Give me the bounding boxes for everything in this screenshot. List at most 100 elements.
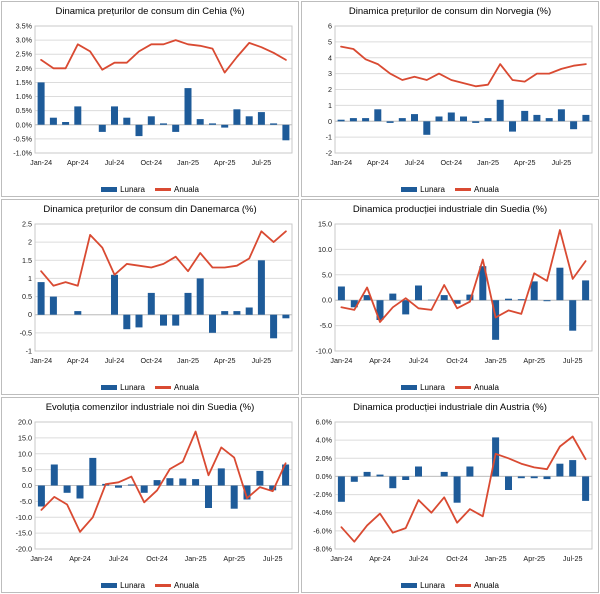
chart-canvas-suedia-comenzi: 20.015.010.05.00.0-5.0-10.0-15.0-20.0Jan… xyxy=(16,418,293,563)
svg-text:10.0: 10.0 xyxy=(318,245,332,254)
legend-label-anuala: Anuala xyxy=(474,581,499,590)
svg-text:Apr-24: Apr-24 xyxy=(67,356,89,365)
svg-text:Jul-24: Jul-24 xyxy=(405,158,425,167)
svg-text:Jan-24: Jan-24 xyxy=(30,356,52,365)
cell-austria: Dinamica producției industriale din Aust… xyxy=(300,396,600,594)
cell-norvegia: Dinamica prețurilor de consum din Norveg… xyxy=(300,0,600,198)
svg-text:Jan-25: Jan-25 xyxy=(477,158,499,167)
chart-canvas-cehia: 3.5% 3.0% 2.5% 2.0% 1.5% 1.0% 0.5% 0.0% -0.5% -1.… xyxy=(13,22,293,167)
chart-panel-danemarca: Dinamica prețurilor de consum din Danema… xyxy=(1,199,299,395)
svg-text:3.0%: 3.0% xyxy=(16,36,33,45)
chart-legend-suedia-comenzi: Lunara Anuala xyxy=(2,581,298,590)
anuala-line-swatch-icon xyxy=(455,386,471,389)
svg-text:Jan-25: Jan-25 xyxy=(485,554,507,563)
chart-legend-cehia: Lunara Anuala xyxy=(2,185,298,194)
svg-text:1: 1 xyxy=(328,101,332,110)
svg-text:0: 0 xyxy=(28,310,32,319)
legend-label-anuala: Anuala xyxy=(174,581,199,590)
svg-text:-5.0: -5.0 xyxy=(320,321,332,330)
svg-text:1: 1 xyxy=(28,274,32,283)
svg-text:Jan-24: Jan-24 xyxy=(30,158,52,167)
svg-text:-1.0%: -1.0% xyxy=(13,149,32,158)
svg-text:-4.0%: -4.0% xyxy=(313,508,332,517)
svg-text:Jul-25: Jul-25 xyxy=(563,356,583,365)
anuala-line-swatch-icon xyxy=(455,188,471,191)
legend-label-lunara: Lunara xyxy=(420,383,445,392)
svg-text:Oct-24: Oct-24 xyxy=(441,158,463,167)
svg-text:Jul-24: Jul-24 xyxy=(105,158,125,167)
legend-label-anuala: Anuala xyxy=(174,185,199,194)
svg-text:4: 4 xyxy=(328,53,332,62)
svg-text:-6.0%: -6.0% xyxy=(313,526,332,535)
chart-title-cehia: Dinamica prețurilor de consum din Cehia … xyxy=(55,6,245,17)
svg-text:0.0%: 0.0% xyxy=(16,120,33,129)
svg-text:2.5: 2.5 xyxy=(22,220,32,229)
svg-text:-2: -2 xyxy=(326,149,332,158)
anuala-line-swatch-icon xyxy=(455,584,471,587)
svg-text:2.5%: 2.5% xyxy=(16,50,33,59)
svg-text:2: 2 xyxy=(328,85,332,94)
legend-label-lunara: Lunara xyxy=(120,581,145,590)
svg-text:Jul-25: Jul-25 xyxy=(563,554,583,563)
svg-text:Apr-25: Apr-25 xyxy=(214,356,236,365)
chart-panel-austria: Dinamica producției industriale din Aust… xyxy=(301,397,599,593)
legend-label-lunara: Lunara xyxy=(120,383,145,392)
svg-text:1.0%: 1.0% xyxy=(16,92,33,101)
svg-text:Oct-24: Oct-24 xyxy=(141,356,163,365)
chart-legend-austria: Lunara Anuala xyxy=(302,581,598,590)
svg-text:Jul-24: Jul-24 xyxy=(109,554,129,563)
svg-text:Jul-24: Jul-24 xyxy=(409,554,429,563)
chart-title-austria: Dinamica producției industriale din Aust… xyxy=(353,402,547,413)
cell-cehia: Dinamica prețurilor de consum din Cehia … xyxy=(0,0,300,198)
svg-text:6: 6 xyxy=(328,22,332,31)
svg-text:5.0: 5.0 xyxy=(322,270,332,279)
chart-title-suedia-comenzi: Evoluția comenzilor industriale noi din … xyxy=(45,402,255,413)
svg-text:Oct-24: Oct-24 xyxy=(141,158,163,167)
svg-text:10.0: 10.0 xyxy=(18,449,32,458)
chart-legend-norvegia: Lunara Anuala xyxy=(302,185,598,194)
svg-text:3: 3 xyxy=(328,69,332,78)
chart-legend-suedia-productie: Lunara Anuala xyxy=(302,383,598,392)
svg-text:Oct-24: Oct-24 xyxy=(446,554,468,563)
svg-text:2.0%: 2.0% xyxy=(316,454,333,463)
svg-text:-1: -1 xyxy=(326,133,332,142)
svg-text:0.0%: 0.0% xyxy=(316,472,333,481)
chart-legend-danemarca: Lunara Anuala xyxy=(2,383,298,392)
legend-label-anuala: Anuala xyxy=(174,383,199,392)
chart-panel-cehia: Dinamica prețurilor de consum din Cehia … xyxy=(1,1,299,197)
lunara-bar-swatch-icon xyxy=(101,385,118,390)
svg-text:-15.0: -15.0 xyxy=(16,529,32,538)
svg-text:4.0%: 4.0% xyxy=(316,436,333,445)
anuala-line-swatch-icon xyxy=(155,386,171,389)
svg-text:Apr-25: Apr-25 xyxy=(223,554,245,563)
cell-danemarca: Dinamica prețurilor de consum din Danema… xyxy=(0,198,300,396)
lunara-bar-swatch-icon xyxy=(101,583,118,588)
chart-panel-suedia-productie: Dinamica producției industriale din Sued… xyxy=(301,199,599,395)
svg-text:-20.0: -20.0 xyxy=(16,545,32,554)
svg-text:-5.0: -5.0 xyxy=(20,497,32,506)
cell-suedia-productie: Dinamica producției industriale din Sued… xyxy=(300,198,600,396)
svg-text:15.0: 15.0 xyxy=(18,433,32,442)
svg-text:6.0%: 6.0% xyxy=(316,418,333,427)
svg-text:Jan-24: Jan-24 xyxy=(330,554,352,563)
svg-text:Oct-24: Oct-24 xyxy=(446,356,468,365)
svg-text:Jan-25: Jan-25 xyxy=(485,356,507,365)
svg-text:0: 0 xyxy=(328,117,332,126)
svg-text:15.0: 15.0 xyxy=(318,220,332,229)
svg-text:Jul-25: Jul-25 xyxy=(252,356,272,365)
svg-text:-2.0%: -2.0% xyxy=(313,490,332,499)
svg-text:Apr-24: Apr-24 xyxy=(369,554,391,563)
svg-text:-0.5: -0.5 xyxy=(20,328,32,337)
svg-text:Jul-25: Jul-25 xyxy=(552,158,572,167)
svg-text:Jan-25: Jan-25 xyxy=(177,158,199,167)
svg-text:Jan-25: Jan-25 xyxy=(177,356,199,365)
cell-suedia-comenzi: Evoluția comenzilor industriale noi din … xyxy=(0,396,300,594)
svg-text:3.5%: 3.5% xyxy=(16,22,33,31)
lunara-bar-swatch-icon xyxy=(401,583,418,588)
chart-title-danemarca: Dinamica prețurilor de consum din Danema… xyxy=(43,204,257,215)
svg-text:Jan-24: Jan-24 xyxy=(30,554,52,563)
